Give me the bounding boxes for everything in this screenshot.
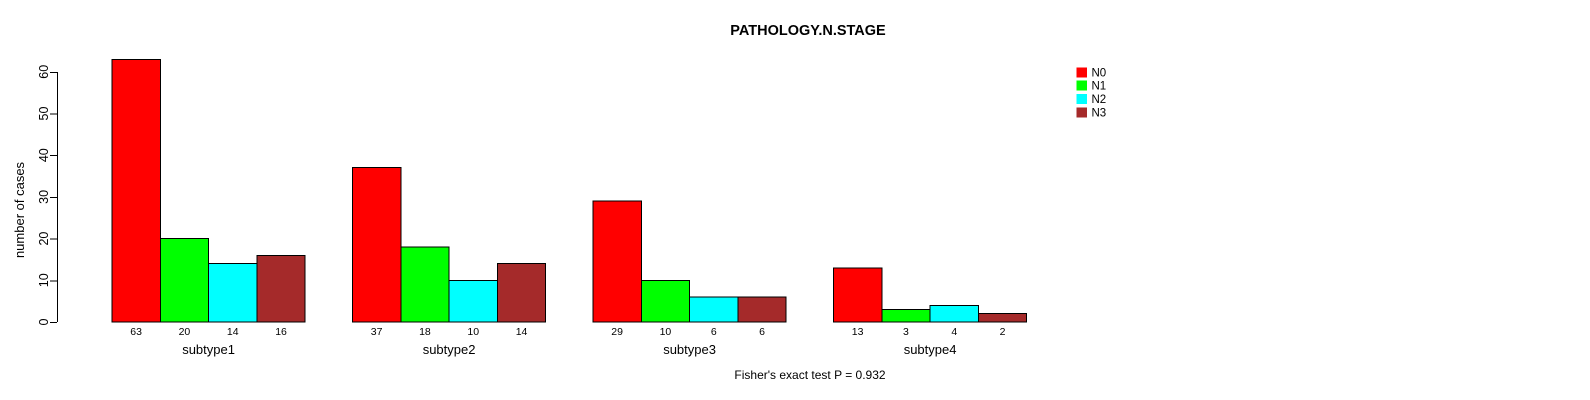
fisher-test-annotation: Fisher's exact test P = 0.932 [734,368,885,382]
y-tick-label: 0 [37,318,51,325]
bar-subtype2-N2 [448,279,498,323]
bar-subtype4-N1 [881,308,931,323]
y-axis-label: number of cases [12,161,27,258]
y-axis: 0 10 20 30 40 50 60 [37,65,58,325]
legend-swatch-N0 [1076,67,1088,78]
bar-subtype2-N0 [352,167,402,323]
bar-value-label: 14 [227,326,239,338]
category-label-subtype2: subtype2 [423,342,476,357]
bar-value-label: 4 [951,326,957,338]
bar-value-label: 63 [130,326,142,338]
bar-subtype4-N0 [833,267,883,323]
bar-value-label: 16 [275,326,287,338]
bar-subtype4-N3 [977,313,1028,323]
y-tick-label: 10 [37,273,51,287]
bar-value-label: 18 [419,326,431,338]
bar-value-label: 10 [660,326,672,338]
legend-swatch-N2 [1076,94,1088,104]
bar-value-label: 3 [903,326,909,338]
bar-value-label: 10 [467,326,479,338]
bar-subtype3-N3 [737,296,787,323]
chart-title: PATHOLOGY.N.STAGE [730,23,886,39]
bar-value-label: 2 [1000,326,1006,338]
bar-value-label: 20 [179,326,191,338]
bar-value-label: 29 [611,326,623,338]
category-label-subtype4: subtype4 [904,342,957,357]
bar-group-subtype1: 63 20 14 16 subtype1 [111,58,306,357]
category-label-subtype1: subtype1 [182,342,235,357]
y-tick-label: 60 [37,65,51,79]
y-tick-label: 40 [37,148,51,162]
legend-label-N2: N2 [1092,94,1107,106]
legend-swatch-N1 [1076,80,1088,91]
legend-label-N1: N1 [1092,81,1107,93]
bar-value-label: 13 [852,326,864,338]
bar-subtype1-N3 [256,254,306,323]
bar-subtype2-N1 [400,246,450,323]
bar-value-label: 6 [711,326,717,338]
y-tick-label: 20 [37,232,51,246]
y-tick-label: 30 [37,190,51,204]
bar-subtype3-N2 [689,296,739,323]
bar-subtype1-N1 [159,238,210,323]
legend-swatch-N3 [1076,107,1088,118]
bar-subtype1-N0 [111,58,161,323]
bar-value-label: 37 [371,326,383,338]
bar-group-subtype4: 13 3 4 2 subtype4 [833,267,1028,357]
category-label-subtype3: subtype3 [663,342,716,357]
bar-subtype3-N1 [640,279,691,323]
bar-value-label: 6 [759,326,765,338]
y-tick-label: 50 [37,107,51,121]
bar-subtype4-N2 [929,304,979,323]
bar-value-label: 14 [516,326,528,338]
bar-subtype1-N2 [208,263,258,323]
bar-subtype3-N0 [592,200,642,323]
legend-label-N3: N3 [1092,107,1107,119]
legend-label-N0: N0 [1092,67,1107,79]
bar-group-subtype2: 37 18 10 14 subtype2 [352,167,547,357]
bar-subtype2-N3 [496,263,547,323]
bar-group-subtype3: 29 10 6 6 subtype3 [592,200,787,357]
bar-groups: 63 20 14 16 subtype1 37 18 10 14 subtype2 29 10 6 6 su… [111,58,1028,357]
